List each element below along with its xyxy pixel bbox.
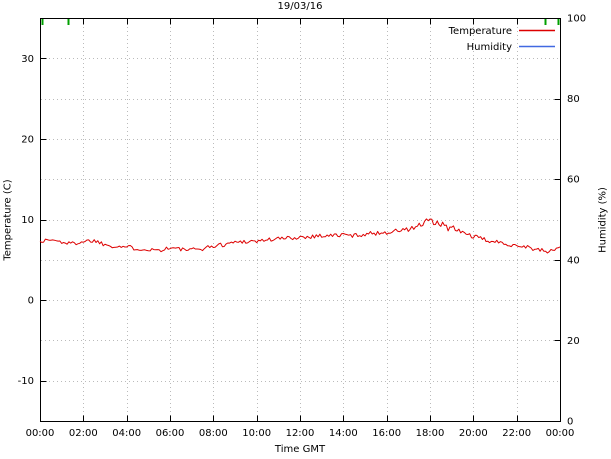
svg-text:08:00: 08:00 (199, 428, 228, 439)
svg-text:00:00: 00:00 (26, 428, 55, 439)
svg-text:-10: -10 (18, 376, 34, 387)
svg-text:12:00: 12:00 (286, 428, 315, 439)
svg-text:0: 0 (567, 417, 573, 428)
svg-text:22:00: 22:00 (502, 428, 531, 439)
svg-text:18:00: 18:00 (416, 428, 445, 439)
svg-text:02:00: 02:00 (69, 428, 98, 439)
svg-text:00:00: 00:00 (546, 428, 575, 439)
svg-text:06:00: 06:00 (156, 428, 185, 439)
svg-text:04:00: 04:00 (112, 428, 141, 439)
svg-text:100: 100 (567, 14, 586, 25)
svg-text:80: 80 (567, 94, 580, 105)
svg-text:10: 10 (21, 215, 34, 226)
svg-text:Humidity: Humidity (467, 42, 512, 53)
x-axis-label: Time GMT (274, 444, 326, 455)
svg-text:16:00: 16:00 (372, 428, 401, 439)
svg-text:30: 30 (21, 54, 34, 65)
svg-text:10:00: 10:00 (242, 428, 271, 439)
svg-text:20:00: 20:00 (459, 428, 488, 439)
svg-text:14:00: 14:00 (329, 428, 358, 439)
svg-text:0: 0 (28, 296, 34, 307)
svg-text:40: 40 (567, 255, 580, 266)
svg-text:20: 20 (21, 134, 34, 145)
svg-text:20: 20 (567, 336, 580, 347)
svg-text:60: 60 (567, 175, 580, 186)
chart-title: 19/03/16 (277, 1, 323, 12)
svg-text:Temperature: Temperature (448, 26, 512, 37)
